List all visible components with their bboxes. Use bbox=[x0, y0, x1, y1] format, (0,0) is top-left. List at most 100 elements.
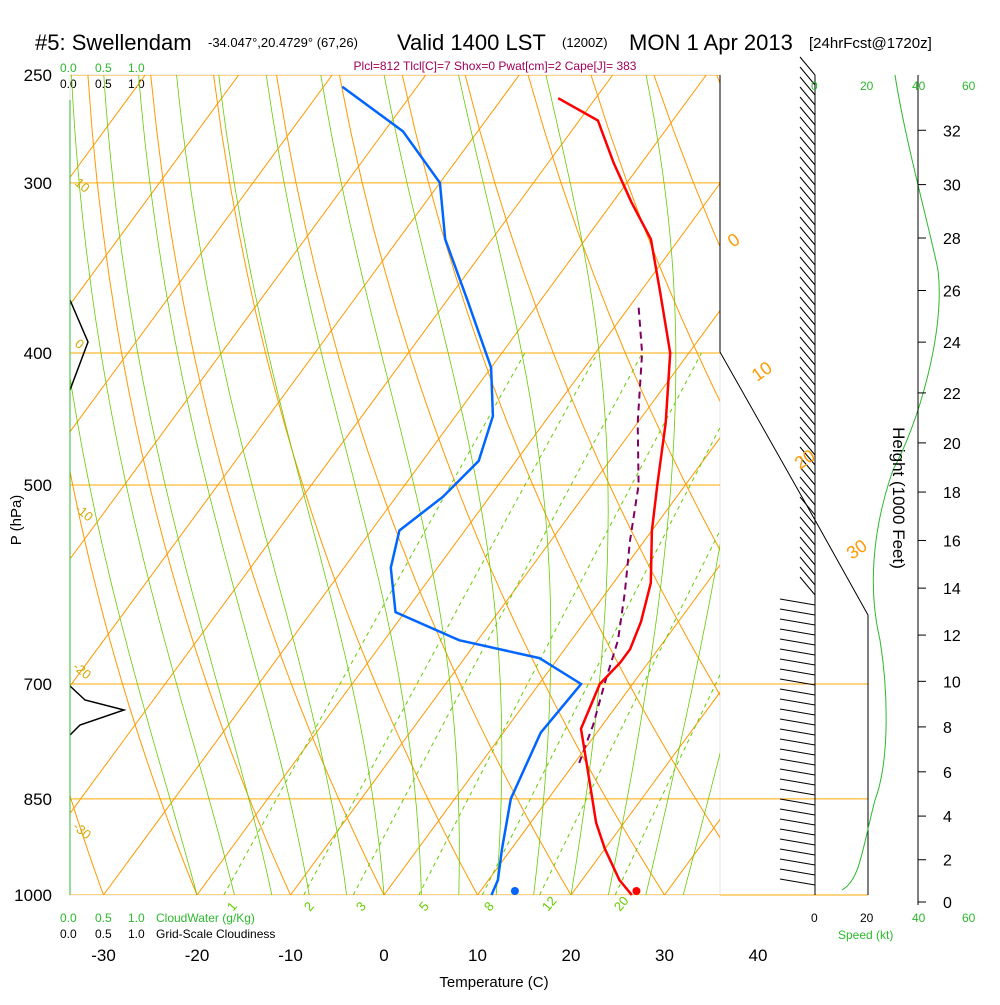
h-tick-12: 12 bbox=[943, 628, 961, 645]
speed-top-0: 0 bbox=[811, 79, 818, 93]
wind-barb bbox=[780, 779, 815, 785]
wind-barb bbox=[800, 517, 815, 535]
wind-barb bbox=[780, 799, 815, 805]
speed-bottom-40: 40 bbox=[912, 911, 926, 925]
wind-barb bbox=[800, 337, 815, 355]
cloud-scale-top: 0.0 0.5 1.0 0.0 0.5 1.0 bbox=[60, 61, 145, 91]
wind-barb bbox=[780, 729, 815, 735]
wind-barb bbox=[800, 187, 815, 205]
wind-barb bbox=[800, 487, 815, 505]
utc-time: (1200Z) bbox=[562, 35, 608, 50]
temperature-curve bbox=[558, 98, 670, 895]
h-tick-20: 20 bbox=[943, 436, 961, 453]
speed-top-40: 40 bbox=[912, 79, 926, 93]
p-tick-250: 250 bbox=[24, 66, 52, 85]
h-tick-0: 0 bbox=[943, 895, 952, 912]
speed-top-60: 60 bbox=[962, 79, 976, 93]
pressure-axis-title: P (hPa) bbox=[8, 495, 25, 546]
wind-barb bbox=[780, 869, 815, 875]
station-title: #5: Swellendam bbox=[35, 30, 192, 55]
cloud-profile-lower bbox=[70, 686, 124, 735]
mixing-label-12: 12 bbox=[539, 893, 560, 914]
x-tick-0: 0 bbox=[379, 946, 388, 965]
h-tick-22: 22 bbox=[943, 386, 961, 403]
wind-barb bbox=[780, 829, 815, 835]
wind-barb bbox=[780, 739, 815, 745]
cloudiness-scale-1: 0.5 bbox=[95, 77, 112, 91]
wind-barb bbox=[800, 157, 815, 175]
h-tick-18: 18 bbox=[943, 485, 961, 502]
wind-barb bbox=[800, 407, 815, 425]
wind-barb bbox=[780, 699, 815, 705]
isobar-lines bbox=[70, 75, 720, 895]
wind-barb bbox=[780, 619, 815, 625]
wind-barb bbox=[800, 547, 815, 565]
cloud-water-scale-2: 1.0 bbox=[128, 911, 145, 925]
cloud-scale-bottom: 0.0 0.5 1.0 CloudWater (g/Kg) 0.0 0.5 1.… bbox=[60, 911, 275, 941]
isotherm-40 bbox=[758, 75, 1000, 895]
h-tick-28: 28 bbox=[943, 231, 961, 248]
x-tick-20: 20 bbox=[562, 946, 581, 965]
wind-barb bbox=[780, 719, 815, 725]
mixing-label-20: 20 bbox=[611, 893, 632, 914]
wind-barb bbox=[780, 769, 815, 775]
wind-barb bbox=[800, 397, 815, 415]
wind-barb bbox=[800, 557, 815, 575]
dry-label-3: -20 bbox=[70, 659, 94, 683]
p-tick-700: 700 bbox=[24, 675, 52, 694]
plot-area bbox=[0, 75, 1000, 895]
wind-barb bbox=[800, 207, 815, 225]
wind-barb bbox=[800, 177, 815, 195]
p-tick-300: 300 bbox=[24, 174, 52, 193]
wind-barb bbox=[780, 649, 815, 655]
wind-barb bbox=[780, 759, 815, 765]
wind-barb bbox=[800, 567, 815, 585]
wind-barb bbox=[800, 527, 815, 545]
h-tick-8: 8 bbox=[943, 720, 952, 737]
wind-barb bbox=[780, 639, 815, 645]
wind-barb bbox=[800, 97, 815, 115]
wind-barb bbox=[780, 879, 815, 885]
valid-time: Valid 1400 LST bbox=[397, 30, 546, 55]
wind-barb bbox=[800, 427, 815, 445]
forecast-label: [24hrFcst@1720z] bbox=[809, 35, 932, 52]
cloudiness-bottom-2: 1.0 bbox=[128, 927, 145, 941]
wind-barb bbox=[800, 367, 815, 385]
wind-barb bbox=[800, 117, 815, 135]
surface-dewpoint-point bbox=[511, 887, 519, 895]
x-tick-30: 30 bbox=[655, 946, 674, 965]
wind-barb bbox=[800, 237, 815, 255]
station-coords: -34.047°,20.4729° (67,26) bbox=[208, 35, 358, 50]
dry-label-0: 10 bbox=[72, 175, 93, 196]
dry-adiabat-130 bbox=[968, 75, 1000, 895]
isotherm-label-0: 0 bbox=[724, 229, 744, 251]
cloud-scale-1: 0.5 bbox=[95, 61, 112, 75]
wind-barb bbox=[780, 629, 815, 635]
dry-label-2: -10 bbox=[72, 501, 96, 525]
wind-barb bbox=[800, 137, 815, 155]
x-tick--30: -30 bbox=[91, 946, 116, 965]
wind-barb bbox=[780, 599, 815, 605]
wind-barb bbox=[800, 387, 815, 405]
wind-barb bbox=[800, 127, 815, 145]
x-tick-10: 10 bbox=[468, 946, 487, 965]
speed-label: Speed (kt) bbox=[838, 928, 893, 942]
wind-barb bbox=[780, 809, 815, 815]
cloudiness-label: Grid-Scale Cloudiness bbox=[156, 927, 275, 941]
cloud-scale-2: 1.0 bbox=[128, 61, 145, 75]
speed-top-20: 20 bbox=[860, 79, 874, 93]
mixing-ratio-20 bbox=[615, 353, 878, 895]
height-axis-title: Height (1000 Feet) bbox=[889, 427, 908, 569]
wind-barb bbox=[780, 849, 815, 855]
x-tick--10: -10 bbox=[278, 946, 303, 965]
temperature-axis-title: Temperature (C) bbox=[439, 974, 548, 991]
wind-barb bbox=[800, 377, 815, 395]
cloudiness-bottom-1: 0.5 bbox=[95, 927, 112, 941]
cloud-scale-0: 0.0 bbox=[60, 61, 77, 75]
h-tick-32: 32 bbox=[943, 123, 961, 140]
wind-barb bbox=[800, 287, 815, 305]
wind-barb bbox=[780, 689, 815, 695]
